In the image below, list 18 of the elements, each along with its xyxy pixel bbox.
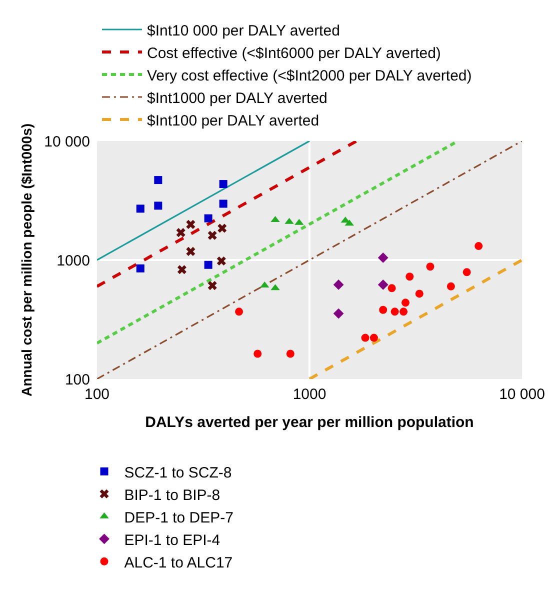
- y-tick-label: 10 000: [44, 133, 90, 150]
- x-axis-title: DALYs averted per year per million population: [145, 414, 474, 431]
- legend-label: ALC-1 to ALC17: [124, 554, 233, 572]
- y-tick-label: 100: [64, 371, 90, 388]
- legend-label: $Int100 per DALY averted: [147, 112, 320, 130]
- legend-label: EPI-1 to EPI-4: [124, 532, 220, 549]
- legend-label: $Int1000 per DALY averted: [147, 90, 328, 107]
- legend-label: $Int10 000 per DALY averted: [147, 22, 340, 40]
- y-axis-title: Annual cost per million people ($Int000s): [18, 123, 35, 397]
- legend-label: Cost effective (<$Int6000 per DALY averted): [147, 44, 441, 62]
- legend-label: DEP-1 to DEP-7: [124, 509, 234, 526]
- legend-label: BIP-1 to BIP-8: [124, 486, 220, 504]
- x-tick-label: 10 000: [499, 386, 545, 403]
- x-tick-label: 1000: [292, 386, 326, 403]
- x-tick-label: 100: [84, 386, 110, 403]
- y-tick-label: 1000: [56, 252, 90, 270]
- legend-label: SCZ-1 to SCZ-8: [124, 464, 232, 482]
- legend-label: Very cost effective (<$Int2000 per DALY averted): [147, 67, 472, 84]
